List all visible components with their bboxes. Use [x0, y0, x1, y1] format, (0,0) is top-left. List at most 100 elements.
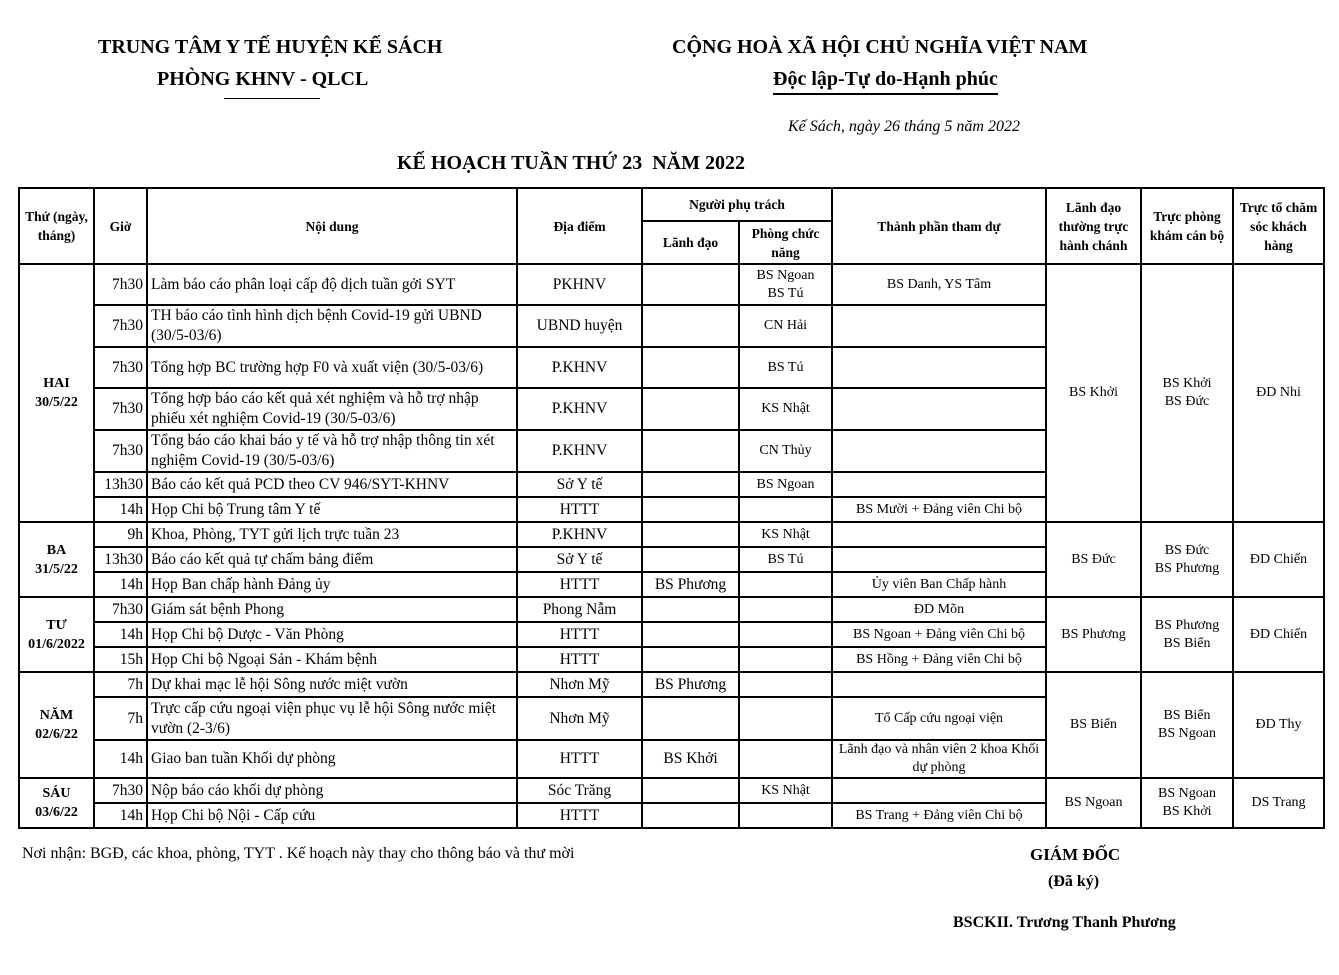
table-row: TƯ 01/6/2022 7h30 Giám sát bệnh Phong Phong …: [18, 596, 1325, 673]
care-team-duty-cell: ĐD Chiến: [1232, 521, 1325, 598]
content-cell: Tổng hợp báo cáo kết quả xét nghiệm và h…: [146, 387, 518, 431]
department-name: PHÒNG KHNV - QLCL: [157, 68, 369, 90]
content-cell: Làm báo cáo phân loại cấp độ dịch tuần g…: [146, 263, 518, 306]
time-cell: 7h30: [93, 777, 148, 804]
leader-cell: [641, 802, 740, 829]
content-cell: Họp Chi bộ Trung tâm Y tế: [146, 496, 518, 523]
participants-cell: Lãnh đạo và nhân viên 2 khoa Khối dự phò…: [831, 739, 1047, 779]
day-name: NĂM: [39, 708, 74, 723]
leader-cell: [641, 621, 740, 648]
content-cell: Họp Chi bộ Ngoại Sản - Khám bệnh: [146, 646, 518, 673]
location-cell: HTTT: [516, 802, 643, 829]
duty-leader-cell: BS Ngoan: [1045, 777, 1142, 829]
motto: Độc lập-Tự do-Hạnh phúc: [773, 68, 998, 95]
participants-cell: [831, 777, 1047, 804]
department-cell: BS Tú: [738, 546, 833, 573]
page-title: KẾ HOẠCH TUẦN THỨ 23 NĂM 2022: [397, 152, 745, 174]
col-nguoi-phu-trach: Người phụ trách: [641, 187, 833, 222]
department-cell: [738, 571, 833, 598]
recipients-note: Nơi nhận: BGĐ, các khoa, phòng, TYT . Kế…: [22, 845, 575, 862]
date-line: Kế Sách, ngày 26 tháng 5 năm 2022: [788, 118, 1020, 135]
location-cell: P.KHNV: [516, 429, 643, 473]
location-cell: P.KHNV: [516, 387, 643, 431]
day-date: 01/6/2022: [28, 636, 85, 652]
location-cell: Nhơn Mỹ: [516, 696, 643, 741]
participants-cell: BS Hồng + Đảng viên Chi bộ: [831, 646, 1047, 673]
content-cell: Tổng báo cáo khai báo y tế và hỗ trợ nhậ…: [146, 429, 518, 473]
participants-cell: Ủy viên Ban Chấp hành: [831, 571, 1047, 598]
location-cell: Sở Y tế: [516, 471, 643, 498]
care-team-duty-cell: ĐD Chiến: [1232, 596, 1325, 673]
day-name: TƯ: [46, 617, 67, 633]
table-row: SÁU 03/6/22 7h30 Nộp báo cáo khối dự phòng S…: [18, 777, 1325, 829]
time-cell: 7h: [93, 671, 148, 698]
day-cell: TƯ 01/6/2022: [18, 596, 95, 673]
time-cell: 13h30: [93, 471, 148, 498]
table-row: 7h30 Tổng báo cáo khai báo y tế và hỗ trợ…: [19, 429, 1324, 473]
time-cell: 7h30: [93, 596, 148, 623]
day-cell: SÁU 03/6/22: [18, 777, 95, 829]
participants-cell: [831, 471, 1047, 498]
table-row: HAI 30/5/22 7h30 Làm báo cáo phân loại cấp …: [18, 263, 1325, 523]
clinic-duty-cell: BS Đức BS Phương: [1140, 521, 1234, 598]
content-cell: Họp Ban chấp hành Đảng ủy: [146, 571, 518, 598]
day-cell: HAI 30/5/22: [18, 263, 95, 523]
location-cell: Sóc Trăng: [516, 777, 643, 804]
participants-cell: [831, 429, 1047, 473]
care-team-duty-cell: ĐD Thy: [1232, 671, 1325, 779]
table-row: 14h Họp Chi bộ Nội - Cấp cứu HTTT BS Trang …: [19, 802, 1324, 829]
department-cell: KS Nhật: [738, 387, 833, 431]
divider: [224, 98, 320, 99]
day-cell: BA 31/5/22: [18, 521, 95, 598]
location-cell: PKHNV: [516, 263, 643, 306]
time-cell: 7h30: [93, 263, 148, 306]
participants-cell: BS Mười + Đảng viên Chi bộ: [831, 496, 1047, 523]
director-title: GIÁM ĐỐC: [1030, 845, 1121, 864]
location-cell: HTTT: [516, 621, 643, 648]
clinic-duty-cell: BS Biển BS Ngoan: [1140, 671, 1234, 779]
time-cell: 15h: [93, 646, 148, 673]
leader-cell: [641, 471, 740, 498]
content-cell: Khoa, Phòng, TYT gửi lịch trực tuần 23: [146, 521, 518, 548]
department-cell: BS Tú: [738, 346, 833, 389]
leader-cell: [641, 546, 740, 573]
department-cell: [738, 596, 833, 623]
participants-cell: ĐD Mõn: [831, 596, 1047, 623]
department-cell: [738, 671, 833, 698]
leader-cell: [641, 263, 740, 306]
content-cell: TH báo cáo tình hình dịch bệnh Covid-19 …: [146, 304, 518, 348]
day-name: SÁU: [42, 786, 71, 801]
department-cell: [738, 496, 833, 523]
time-cell: 14h: [93, 571, 148, 598]
day-date: 03/6/22: [35, 805, 78, 820]
location-cell: HTTT: [516, 646, 643, 673]
time-cell: 14h: [93, 802, 148, 829]
table-row: 14h Họp Chi bộ Dược - Văn Phòng HTTT BS Ngo…: [19, 621, 1324, 648]
organization-name: TRUNG TÂM Y TẾ HUYỆN KẾ SÁCH: [98, 36, 443, 58]
location-cell: P.KHNV: [516, 346, 643, 389]
table-row: 14h Họp Chi bộ Trung tâm Y tế HTTT BS Mười …: [19, 496, 1324, 523]
department-cell: KS Nhật: [738, 777, 833, 804]
participants-cell: [831, 304, 1047, 348]
care-team-duty-cell: DS Trang: [1232, 777, 1325, 829]
content-cell: Giao ban tuần Khối dự phòng: [146, 739, 518, 779]
leader-cell: BS Phương: [641, 571, 740, 598]
content-cell: Nộp báo cáo khối dự phòng: [146, 777, 518, 804]
day-date: 30/5/22: [35, 395, 78, 410]
day-date: 31/5/22: [35, 561, 78, 577]
location-cell: HTTT: [516, 739, 643, 779]
table-row: 13h30 Báo cáo kết quả tự chấm bảng điểm Sở…: [19, 546, 1324, 573]
table-row: 7h30 Tổng hợp báo cáo kết quả xét nghiệm …: [19, 387, 1324, 431]
clinic-duty-cell: BS Ngoan BS Khởi: [1140, 777, 1234, 829]
table-row: 7h Trực cấp cứu ngoại viện phục vụ lễ hội…: [19, 696, 1324, 741]
department-cell: [738, 621, 833, 648]
table-row: 7h30 Tổng hợp BC trường hợp F0 và xuất vi…: [19, 346, 1324, 389]
clinic-duty-cell: BS Khởi BS Đức: [1140, 263, 1234, 523]
leader-cell: [641, 777, 740, 804]
signer-name: BSCKII. Trương Thanh Phương: [953, 914, 1176, 931]
duty-leader-cell: BS Biển: [1045, 671, 1142, 779]
signed-note: (Đã ký): [1048, 873, 1100, 890]
leader-cell: BS Phương: [641, 671, 740, 698]
col-thanh-phan: Thành phần tham dự: [831, 187, 1047, 265]
schedule-table: Thứ (ngày, tháng) Giờ Nội dung Địa điểm …: [18, 187, 1325, 829]
